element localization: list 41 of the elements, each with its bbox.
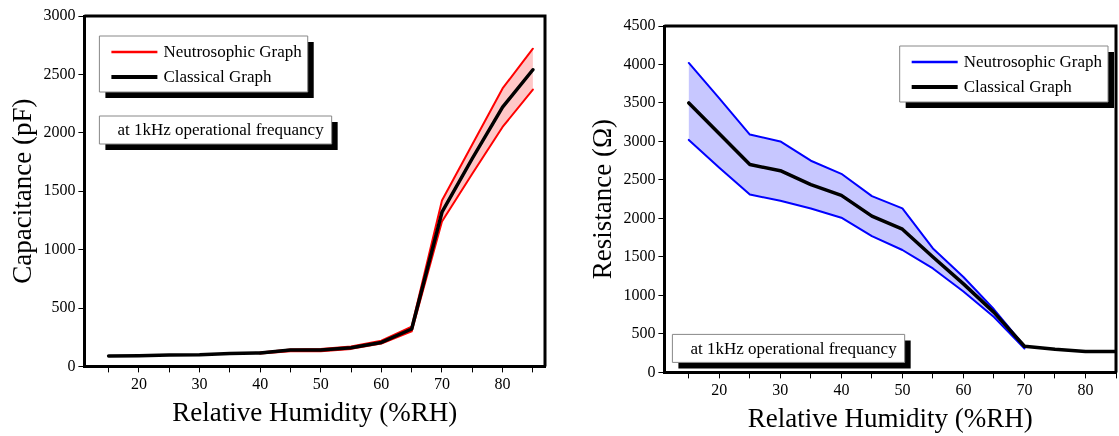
x-tick-label: 30 xyxy=(772,381,789,399)
x-tick-label: 50 xyxy=(894,381,911,399)
x-axis-title: Relative Humidity (%RH) xyxy=(747,402,1033,433)
y-tick-label: 2000 xyxy=(623,208,656,226)
legend-label: Classical Graph xyxy=(963,77,1073,97)
y-tick-label: 1000 xyxy=(43,239,76,257)
y-tick-label: 1500 xyxy=(43,181,76,199)
y-tick-label: 4500 xyxy=(623,16,656,34)
y-axis-title: Resistance (Ω) xyxy=(587,119,618,280)
x-tick-label: 20 xyxy=(130,375,147,393)
y-axis-title: Capacitance (pF) xyxy=(7,98,38,284)
y-tick-label: 500 xyxy=(51,298,76,316)
legend-label: Neutrosophic Graph xyxy=(163,42,303,62)
x-tick-label: 70 xyxy=(1016,381,1033,399)
y-tick-label: 0 xyxy=(67,356,76,374)
y-tick-label: 1500 xyxy=(623,247,656,265)
y-tick-label: 2500 xyxy=(623,170,656,188)
legend-label: Classical Graph xyxy=(163,67,273,87)
annotation: at 1kHz operational frequancy xyxy=(690,338,898,358)
x-tick-label: 80 xyxy=(1077,381,1094,399)
y-tick-label: 2000 xyxy=(43,123,76,140)
x-tick-label: 60 xyxy=(955,381,972,399)
annotation: at 1kHz operational frequancy xyxy=(117,120,325,140)
y-tick-label: 2500 xyxy=(43,64,76,82)
y-tick-label: 1000 xyxy=(623,285,656,303)
legend-label: Neutrosophic Graph xyxy=(963,52,1103,72)
x-tick-label: 30 xyxy=(191,375,208,393)
x-tick-label: 70 xyxy=(433,375,450,393)
x-tick-label: 80 xyxy=(494,375,511,393)
x-tick-label: 50 xyxy=(312,375,329,393)
y-tick-label: 0 xyxy=(647,362,656,380)
x-tick-label: 40 xyxy=(833,381,850,399)
x-axis-title: Relative Humidity (%RH) xyxy=(172,396,458,427)
y-tick-label: 4000 xyxy=(623,54,656,72)
y-tick-label: 3000 xyxy=(43,6,76,24)
x-tick-label: 60 xyxy=(373,375,390,393)
x-tick-label: 20 xyxy=(711,381,728,399)
x-tick-label: 40 xyxy=(252,375,269,393)
y-tick-label: 3000 xyxy=(623,131,656,149)
y-tick-label: 3500 xyxy=(623,93,656,111)
y-tick-label: 500 xyxy=(631,324,656,342)
